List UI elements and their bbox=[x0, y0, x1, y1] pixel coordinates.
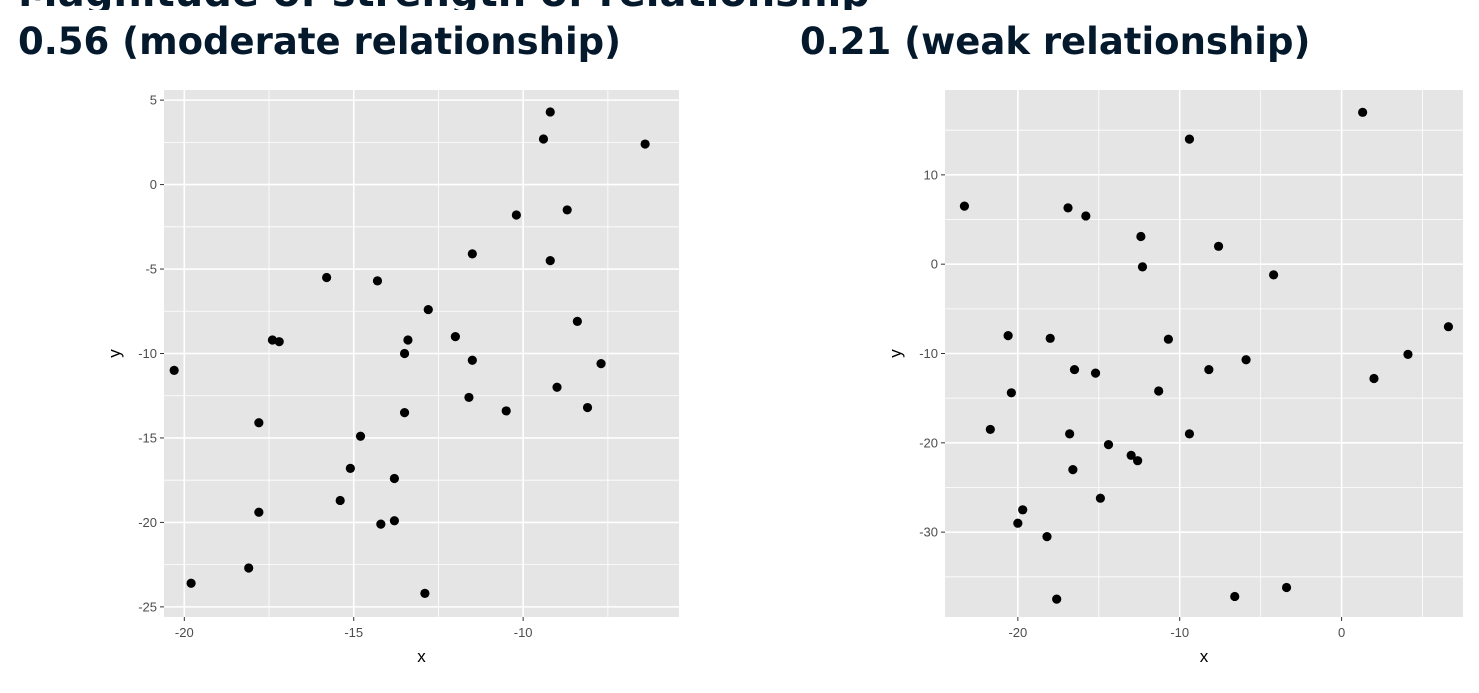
data-point bbox=[389, 516, 399, 526]
data-point bbox=[274, 337, 284, 347]
y-tick-label: 0 bbox=[931, 257, 938, 272]
scatter-plot-right: -20 -10 0 10 0 -10 -20 -30 x y bbox=[886, 90, 1463, 666]
data-point bbox=[1068, 465, 1078, 475]
data-point bbox=[186, 578, 196, 588]
data-point bbox=[1213, 241, 1224, 251]
data-point bbox=[1163, 334, 1173, 344]
data-point bbox=[1103, 440, 1114, 450]
data-point bbox=[562, 205, 572, 215]
data-point bbox=[1013, 518, 1023, 528]
data-point bbox=[1069, 364, 1080, 375]
data-point bbox=[501, 406, 511, 416]
data-point bbox=[1081, 211, 1091, 221]
y-axis-title: y bbox=[886, 349, 905, 358]
data-point bbox=[345, 463, 355, 473]
data-point bbox=[335, 495, 345, 506]
data-point bbox=[1090, 368, 1101, 378]
data-point bbox=[1241, 355, 1251, 365]
data-point bbox=[1095, 493, 1105, 503]
y-tick-label: 10 bbox=[924, 167, 938, 182]
partial-heading: Magnitude of strength of relationship bbox=[18, 0, 918, 10]
data-point bbox=[1045, 333, 1055, 343]
y-tick-label: 0 bbox=[150, 177, 157, 192]
data-point bbox=[1230, 591, 1240, 602]
data-point bbox=[582, 402, 593, 413]
x-tick-label: -20 bbox=[1008, 625, 1027, 640]
data-point bbox=[1269, 270, 1279, 280]
x-tick-label: -15 bbox=[344, 625, 363, 640]
data-point bbox=[511, 210, 521, 220]
scatter-plot-left: -20 -15 -10 5 0 -5 -10 -15 -20 -25 x y bbox=[105, 90, 679, 666]
data-point bbox=[1042, 532, 1052, 542]
data-point bbox=[545, 255, 555, 266]
data-point bbox=[1063, 203, 1073, 213]
data-point bbox=[399, 348, 410, 359]
data-point bbox=[420, 588, 430, 598]
data-point bbox=[552, 382, 562, 392]
data-point bbox=[640, 139, 650, 149]
data-point bbox=[403, 335, 413, 345]
data-point bbox=[572, 316, 582, 327]
data-point bbox=[467, 355, 477, 365]
y-axis-title: y bbox=[105, 349, 124, 358]
data-point bbox=[1006, 388, 1016, 398]
data-point bbox=[1154, 386, 1164, 396]
y-tick-label: -20 bbox=[138, 515, 157, 530]
data-point bbox=[1184, 429, 1195, 439]
data-point bbox=[1358, 107, 1368, 117]
x-axis-title: x bbox=[1200, 647, 1209, 666]
x-tick-label: -10 bbox=[514, 625, 533, 640]
data-point bbox=[389, 473, 399, 484]
data-point bbox=[1443, 322, 1454, 332]
data-point bbox=[423, 304, 433, 315]
data-point bbox=[1126, 450, 1136, 460]
data-point bbox=[985, 424, 995, 435]
data-point bbox=[1403, 349, 1413, 359]
y-tick-label: 5 bbox=[150, 93, 157, 108]
y-tick-label: -25 bbox=[138, 599, 157, 614]
data-point bbox=[1052, 594, 1062, 604]
data-point bbox=[169, 365, 179, 375]
y-tick-label: -10 bbox=[919, 346, 938, 361]
data-point bbox=[244, 563, 254, 573]
data-point bbox=[254, 418, 264, 428]
x-axis-title: x bbox=[417, 647, 426, 666]
data-point bbox=[450, 332, 460, 342]
data-point bbox=[355, 431, 366, 441]
data-point bbox=[467, 249, 477, 259]
chart-title-right: 0.21 (weak relationship) bbox=[800, 20, 1311, 63]
data-point bbox=[1369, 373, 1379, 384]
y-tick-label: -30 bbox=[919, 525, 938, 540]
data-point bbox=[1065, 429, 1075, 439]
x-tick-label: -10 bbox=[1170, 625, 1189, 640]
x-tick-label: -20 bbox=[175, 625, 194, 640]
data-point bbox=[372, 276, 383, 286]
y-tick-label: -5 bbox=[145, 262, 157, 277]
data-point bbox=[464, 392, 474, 403]
data-point bbox=[254, 507, 264, 517]
data-point bbox=[1137, 262, 1148, 272]
chart-title-left: 0.56 (moderate relationship) bbox=[18, 20, 622, 63]
data-point bbox=[1018, 505, 1028, 515]
data-point bbox=[1133, 456, 1143, 466]
data-point bbox=[1204, 364, 1214, 375]
data-point bbox=[596, 359, 606, 369]
y-tick-label: -20 bbox=[919, 435, 938, 450]
y-tick-label: -15 bbox=[138, 430, 157, 445]
data-point bbox=[1184, 134, 1195, 144]
data-point bbox=[545, 107, 555, 117]
x-tick-label: 0 bbox=[1338, 625, 1345, 640]
data-point bbox=[1003, 331, 1013, 341]
data-point bbox=[399, 408, 410, 418]
data-point bbox=[1136, 231, 1146, 242]
data-point bbox=[538, 134, 549, 144]
data-point bbox=[1281, 582, 1292, 593]
data-point bbox=[376, 519, 386, 529]
data-point bbox=[322, 272, 332, 283]
y-tick-label: -10 bbox=[138, 346, 157, 361]
data-point bbox=[959, 201, 970, 211]
